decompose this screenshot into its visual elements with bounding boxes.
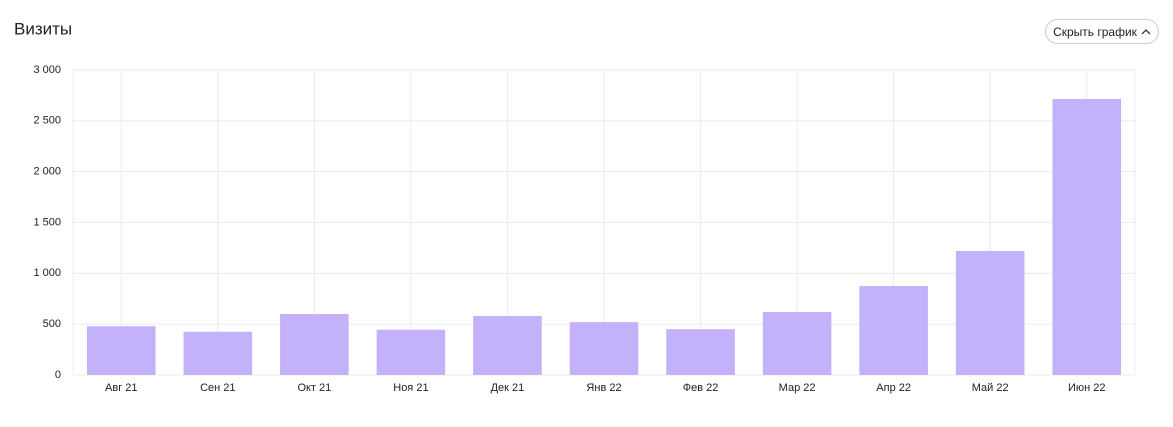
x-tick-label: Янв 22 <box>586 382 621 394</box>
x-tick-label: Фев 22 <box>683 382 719 394</box>
hide-chart-button[interactable]: Скрыть график <box>1045 19 1159 44</box>
x-tick-label: Дек 21 <box>491 382 525 394</box>
x-tick-label: Май 22 <box>972 382 1009 394</box>
y-tick-label: 0 <box>55 369 61 381</box>
bar <box>666 329 735 375</box>
x-tick-label: Апр 22 <box>876 382 911 394</box>
y-tick-label: 2 500 <box>33 115 61 127</box>
bar <box>1052 98 1122 375</box>
bar <box>473 316 542 375</box>
y-tick-label: 500 <box>43 318 61 330</box>
bar <box>955 250 1025 375</box>
x-tick-label: Окт 21 <box>297 382 331 394</box>
x-tick-label: Сен 21 <box>200 382 235 394</box>
bar <box>183 331 253 375</box>
bar <box>376 329 446 375</box>
y-tick-label: 1 500 <box>33 216 61 228</box>
bar <box>280 314 349 375</box>
bar <box>859 286 928 375</box>
y-tick-label: 3 000 <box>33 64 61 76</box>
chart-title: Визиты <box>14 19 72 38</box>
y-tick-label: 2 000 <box>33 166 61 178</box>
bar <box>762 311 832 375</box>
x-tick-label: Июн 22 <box>1068 382 1106 394</box>
x-tick-label: Ноя 21 <box>393 382 428 394</box>
x-tick-label: Авг 21 <box>105 382 137 394</box>
bar <box>569 322 639 375</box>
button-label: Скрыть график <box>1053 24 1137 39</box>
chevron-up-icon <box>1141 29 1151 35</box>
bar <box>86 326 156 375</box>
x-tick-label: Мар 22 <box>779 382 816 394</box>
y-tick-label: 1 000 <box>33 267 61 279</box>
